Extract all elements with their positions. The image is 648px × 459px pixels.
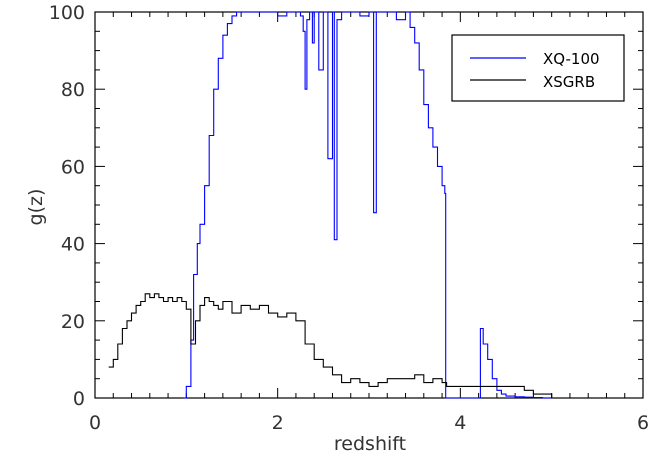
- legend: XQ-100 XSGRB: [451, 34, 625, 102]
- y-tick-label: 0: [73, 388, 85, 410]
- y-tick-label: 80: [61, 79, 85, 101]
- x-tick-label: 0: [89, 412, 101, 434]
- series-layer: [108, 11, 553, 399]
- x-tick-label: 6: [637, 412, 648, 434]
- y-tick-label: 40: [61, 234, 85, 256]
- x-axis-label: redshift: [334, 433, 406, 455]
- legend-label-xsgrb: XSGRB: [543, 73, 595, 91]
- y-tick-label: 100: [49, 2, 85, 24]
- y-axis-label: g(z): [25, 189, 47, 226]
- legend-label-xq100: XQ-100: [543, 50, 600, 68]
- x-tick-label: 4: [454, 412, 466, 434]
- series-line-xsgrb: [108, 293, 553, 398]
- legend-box: [451, 34, 625, 102]
- y-tick-label: 60: [61, 156, 85, 178]
- x-tick-label: 2: [272, 412, 284, 434]
- series-line-xq-100: [183, 11, 552, 399]
- y-tick-label: 20: [61, 311, 85, 333]
